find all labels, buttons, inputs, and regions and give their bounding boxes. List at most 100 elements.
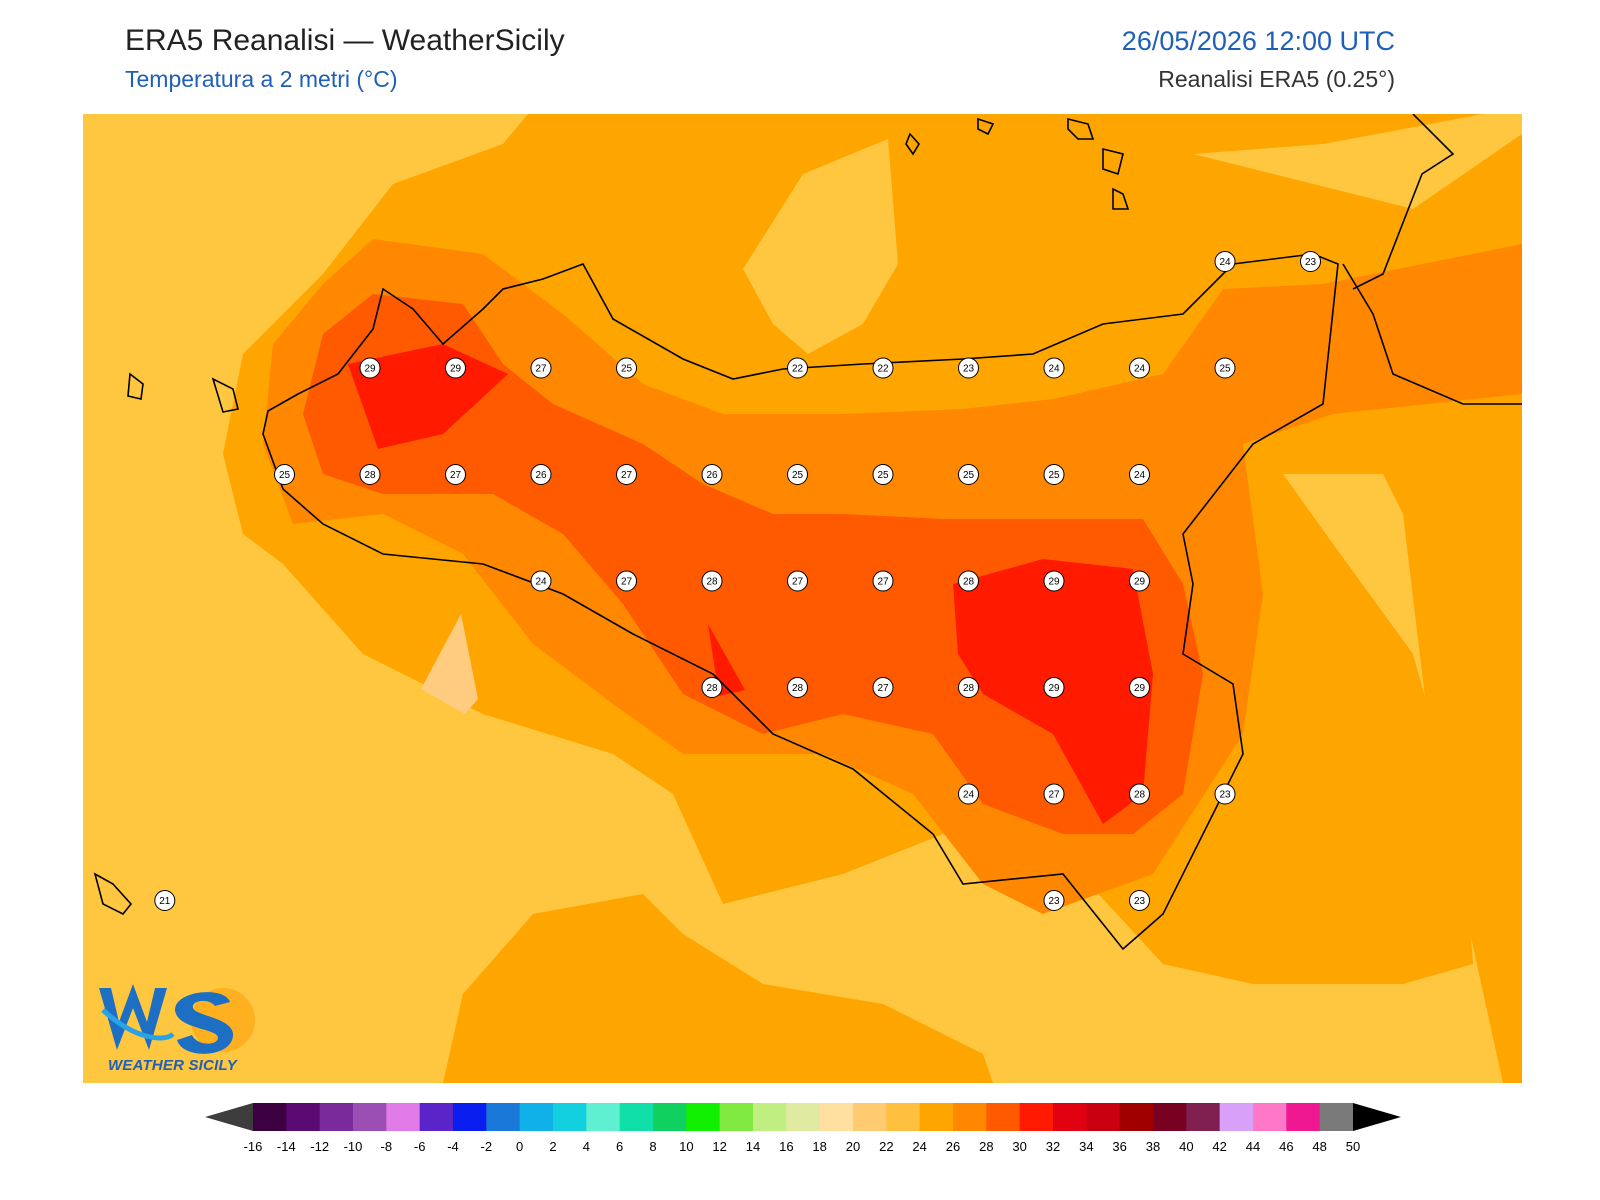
station-value: 23: [1219, 790, 1231, 801]
station-value: 24: [1219, 257, 1231, 268]
station-marker: [274, 464, 295, 485]
temperature-map: 29 29 27 25 22 22 23 24 24 25 24 23 25 28 27 26 27 26 25 25…: [83, 114, 1522, 1083]
colorbar-cell: [253, 1103, 287, 1131]
colorbar-cell: [353, 1103, 387, 1131]
station-marker: [1043, 464, 1065, 485]
station-value: 29: [1048, 577, 1060, 588]
colorbar-tick-label: 30: [1012, 1139, 1026, 1154]
colorbar-cell: [619, 1103, 654, 1131]
station-marker: [958, 783, 979, 805]
station-marker: [1129, 890, 1150, 911]
station-value: 25: [1219, 364, 1231, 375]
colorbar-tick-label: 26: [946, 1139, 960, 1154]
colorbar-tick-label: -8: [381, 1139, 393, 1154]
station-marker: [154, 890, 176, 911]
station-marker: [787, 570, 808, 592]
colorbar-tick-label: -2: [481, 1139, 493, 1154]
map-title: ERA5 Reanalisi — WeatherSicily: [125, 24, 565, 57]
band-28-30: [348, 344, 508, 449]
station-value: 27: [621, 577, 633, 588]
station-value: 27: [792, 577, 804, 588]
station-value: 28: [706, 683, 718, 694]
station-marker: [787, 464, 808, 485]
station-marker: [616, 570, 637, 592]
colorbar-right-arrow: [1353, 1103, 1401, 1131]
colorbar-tick-label: 40: [1179, 1139, 1193, 1154]
colorbar-tick-label: 4: [583, 1139, 590, 1154]
colorbar-tick-label: 8: [649, 1139, 656, 1154]
colorbar-tick-label: -6: [414, 1139, 426, 1154]
station-value: 25: [1048, 470, 1060, 481]
station-marker: [1214, 251, 1236, 272]
station-marker: [616, 464, 637, 485]
station-marker: [1129, 464, 1150, 485]
station-marker: [1129, 677, 1150, 698]
map-datetime: 26/05/2026 12:00 UTC: [1121, 26, 1395, 56]
colorbar-cell: [286, 1103, 321, 1131]
colorbar-cell: [1153, 1103, 1187, 1131]
colorbar-cell: [519, 1103, 554, 1131]
station-marker: [1043, 570, 1065, 592]
station-value: 24: [1134, 364, 1146, 375]
station-value: 25: [279, 470, 291, 481]
colorbar-cell: [919, 1103, 954, 1131]
band-20-22: [1193, 114, 1522, 209]
station-marker: [1043, 890, 1065, 911]
station-marker: [359, 464, 381, 485]
station-marker: [701, 677, 723, 698]
colorbar-cell: [1253, 1103, 1287, 1131]
station-marker: [701, 464, 723, 485]
station-marker: [1129, 357, 1150, 379]
station-value: 27: [450, 470, 462, 481]
colorbar-tick-label: 50: [1346, 1139, 1360, 1154]
station-marker: [958, 570, 979, 592]
station-marker: [1214, 357, 1236, 379]
colorbar-cell: [1186, 1103, 1221, 1131]
colorbar-cell: [386, 1103, 421, 1131]
colorbar-tick-label: 2: [549, 1139, 556, 1154]
station-marker: [872, 570, 894, 592]
station-marker: [530, 357, 552, 379]
colorbar-tick-label: 14: [746, 1139, 760, 1154]
weathersicily-logo-icon: [99, 984, 255, 1054]
station-marker: [1043, 783, 1065, 805]
colorbar-cell: [719, 1103, 754, 1131]
station-value: 24: [1134, 470, 1146, 481]
colorbar-cell: [886, 1103, 921, 1131]
station-value: 29: [1134, 577, 1146, 588]
station-marker: [872, 464, 894, 485]
colorbar-cell: [553, 1103, 587, 1131]
station-value: 28: [1134, 790, 1146, 801]
colorbar-tick-label: 44: [1246, 1139, 1260, 1154]
colorbar-tick-label: -10: [344, 1139, 363, 1154]
station-value: 28: [364, 470, 376, 481]
colorbar-cell: [653, 1103, 687, 1131]
colorbar-tick-label: 24: [912, 1139, 926, 1154]
station-value: 26: [535, 470, 547, 481]
station-marker: [787, 677, 808, 698]
band-26-28: [303, 294, 1203, 834]
station-value: 21: [159, 896, 171, 907]
colorbar-tick-label: 46: [1279, 1139, 1293, 1154]
station-value: 27: [877, 577, 889, 588]
band-22-24: [443, 894, 993, 1083]
colorbar-cell: [486, 1103, 521, 1131]
colorbar-tick-label: 10: [679, 1139, 693, 1154]
station-value: 24: [963, 790, 975, 801]
colorbar-tick-label: 20: [846, 1139, 860, 1154]
station-value: 29: [1048, 683, 1060, 694]
colorbar-cell: [1119, 1103, 1154, 1131]
map-subtitle: Temperatura a 2 metri (°C): [125, 66, 398, 92]
coastline: [93, 114, 1522, 951]
colorbar-tick-label: 28: [979, 1139, 993, 1154]
colorbar-cell: [1019, 1103, 1054, 1131]
colorbar-tick-label: -4: [447, 1139, 459, 1154]
station-marker: [958, 464, 979, 485]
station-value: 28: [963, 683, 975, 694]
colorbar-tick-label: 18: [812, 1139, 826, 1154]
colorbar-cell: [686, 1103, 721, 1131]
colorbar-tick-label: 6: [616, 1139, 623, 1154]
colorbar-cell: [586, 1103, 621, 1131]
station-value: 23: [1134, 896, 1146, 907]
station-marker: [1300, 251, 1321, 272]
